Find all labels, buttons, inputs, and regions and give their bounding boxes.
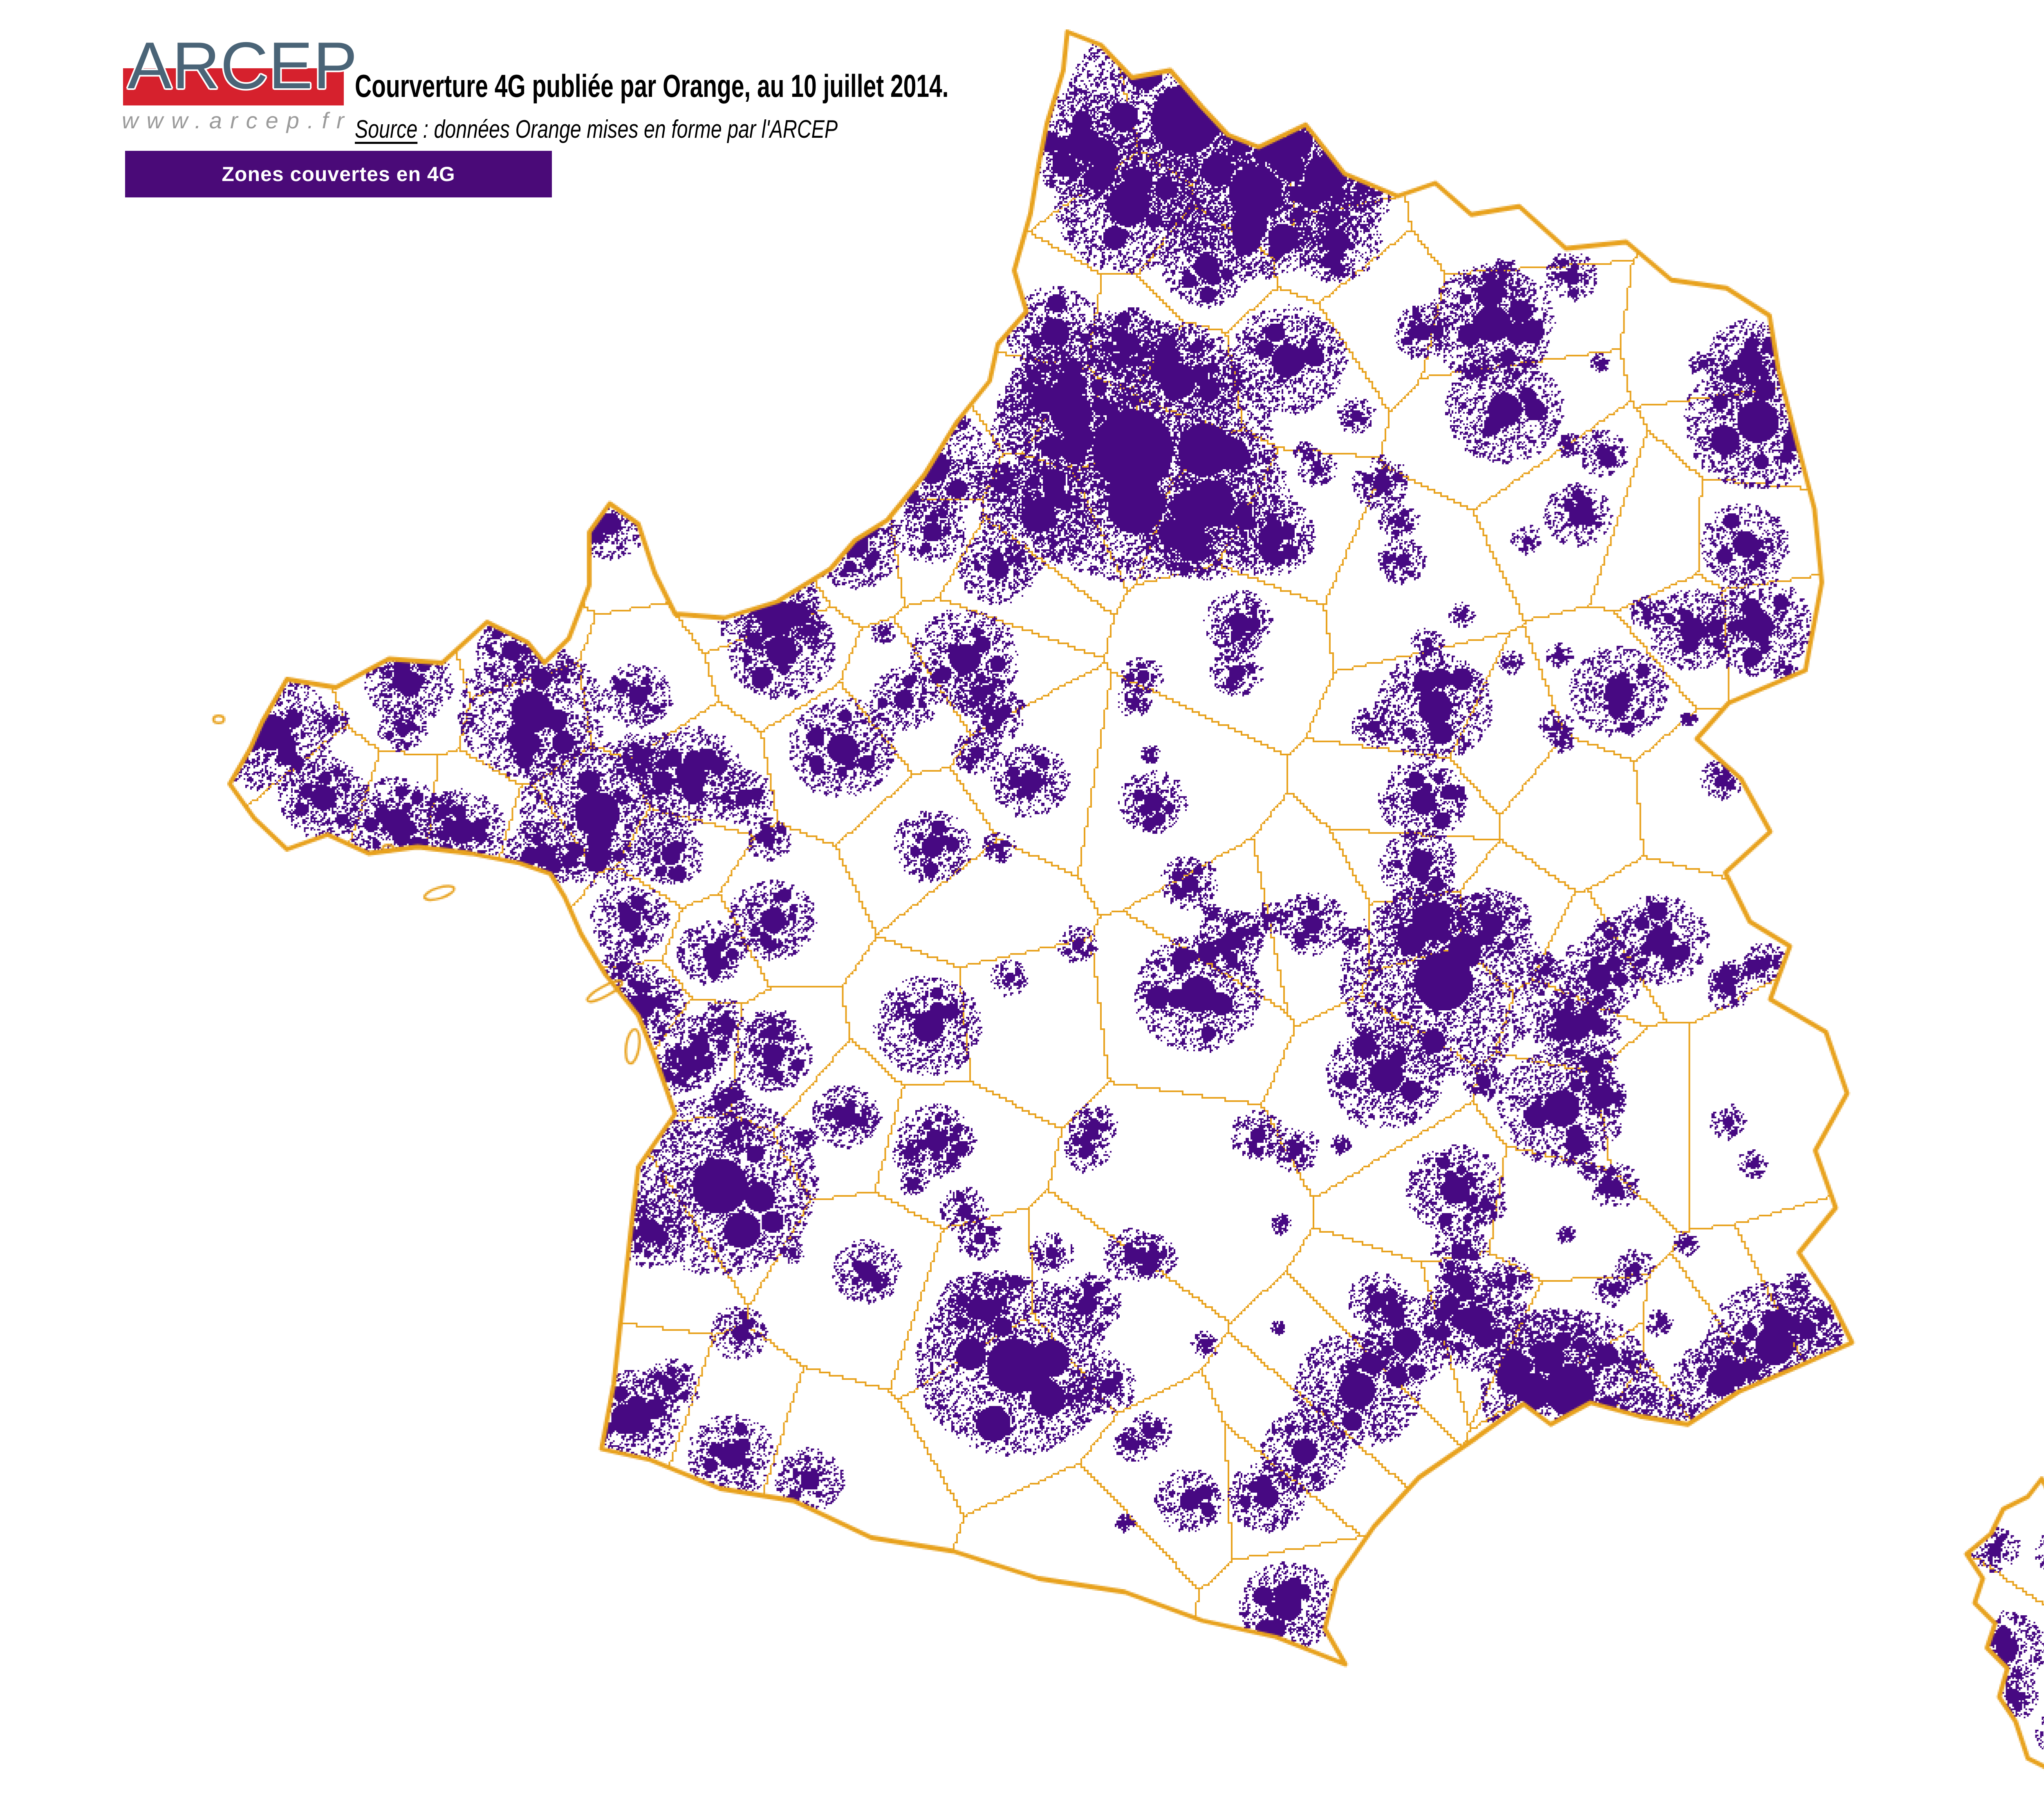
source-text: : données Orange mises en forme par l'AR…: [417, 115, 838, 143]
arcep-logo: ARCEP: [128, 29, 358, 103]
arcep-logo-red-bar: [123, 68, 344, 105]
map-source-line: Source : données Orange mises en forme p…: [355, 116, 838, 143]
map-title: Courverture 4G publiée par Orange, au 10…: [355, 68, 949, 104]
arcep-logo-url: www.arcep.fr: [122, 107, 352, 133]
legend-zones-couvertes: Zones couvertes en 4G: [125, 151, 552, 197]
source-label: Source: [355, 115, 418, 143]
legend-label: Zones couvertes en 4G: [222, 163, 455, 186]
